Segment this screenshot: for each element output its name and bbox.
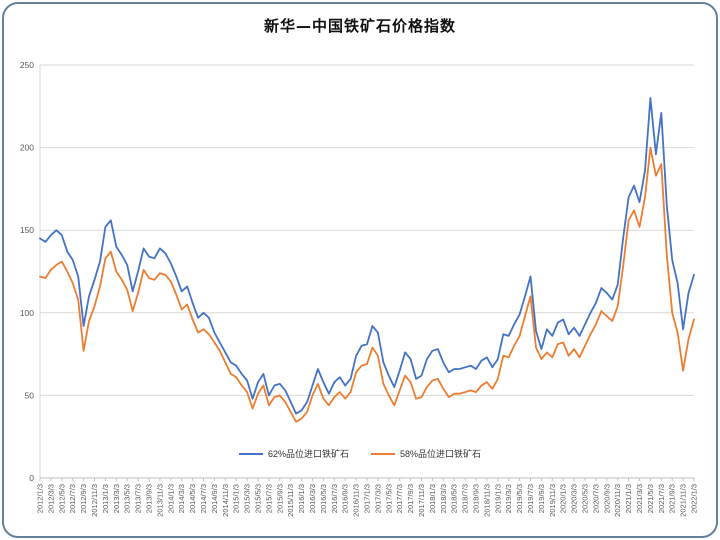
legend-label-58: 58%品位进口铁矿石: [400, 449, 482, 459]
x-tick-label: 2022/1/3: [690, 484, 699, 513]
x-tick-label: 2015/11/3: [286, 484, 295, 517]
legend-item-58-grade: 58%品位进口铁矿石: [371, 447, 481, 460]
x-tick-label: 2017/1/3: [363, 484, 372, 513]
y-tick-label: 50: [25, 390, 35, 400]
y-tick-label: 150: [20, 225, 34, 235]
x-tick-label: 2015/5/3: [254, 484, 263, 513]
x-tick-label: 2014/7/3: [199, 484, 208, 513]
x-tick-label: 2016/3/3: [308, 484, 317, 513]
x-tick-label: 2012/1/3: [36, 484, 45, 513]
x-tick-label: 2015/9/3: [275, 484, 284, 513]
x-tick-label: 2020/5/3: [581, 484, 590, 513]
x-tick-label: 2021/3/3: [635, 484, 644, 513]
x-tick-label: 2016/9/3: [341, 484, 350, 513]
x-tick-label: 2016/1/3: [297, 484, 306, 513]
x-tick-label: 2020/1/3: [559, 484, 568, 513]
x-tick-label: 2014/5/3: [188, 484, 197, 513]
y-tick-label: 250: [20, 60, 34, 70]
x-tick-label: 2017/5/3: [384, 484, 393, 513]
x-tick-label: 2021/11/3: [679, 484, 688, 517]
legend-line-swatch-62: [238, 452, 263, 455]
x-tick-label: 2016/5/3: [319, 484, 328, 513]
chart-legend: 62%品位进口铁矿石 58%品位进口铁矿石: [4, 447, 716, 460]
x-tick-label: 2018/5/3: [450, 484, 459, 513]
y-tick-label: 200: [20, 143, 34, 153]
x-tick-label: 2018/1/3: [428, 484, 437, 513]
x-tick-label: 2020/11/3: [613, 484, 622, 517]
x-tick-label: 2013/5/3: [123, 484, 132, 513]
x-tick-label: 2021/5/3: [646, 484, 655, 513]
x-tick-label: 2015/1/3: [232, 484, 241, 513]
x-tick-label: 2012/3/3: [46, 484, 55, 513]
legend-line-swatch-58: [371, 452, 395, 455]
x-tick-label: 2021/7/3: [657, 484, 666, 513]
x-tick-label: 2015/7/3: [264, 484, 273, 513]
series-line-62-grade: [39, 97, 695, 415]
x-tick-label: 2013/11/3: [155, 484, 164, 517]
x-tick-label: 2013/9/3: [145, 484, 154, 513]
x-tick-label: 2017/9/3: [406, 484, 415, 513]
x-tick-label: 2019/11/3: [548, 484, 557, 517]
x-tick-label: 2016/7/3: [330, 484, 339, 513]
x-tick-label: 2017/3/3: [373, 484, 382, 513]
x-tick-label: 2020/7/3: [591, 484, 600, 513]
x-tick-label: 2019/3/3: [504, 484, 513, 513]
x-tick-label: 2014/9/3: [210, 484, 219, 513]
legend-label-62: 62%品位进口铁矿石: [267, 449, 349, 459]
x-tick-label: 2014/11/3: [221, 484, 230, 517]
x-tick-label: 2020/9/3: [602, 484, 611, 513]
x-tick-label: 2012/7/3: [68, 484, 77, 513]
legend-item-62-grade: 62%品位进口铁矿石: [238, 447, 349, 460]
series-line-58-grade: [39, 146, 695, 423]
y-tick-label: 100: [20, 308, 34, 318]
chart-title: 新华—中国铁矿石价格指数: [263, 17, 456, 35]
x-tick-label: 2015/3/3: [243, 484, 252, 513]
x-tick-label: 2013/7/3: [134, 484, 143, 513]
x-tick-label: 2019/7/3: [526, 484, 535, 513]
x-tick-label: 2019/5/3: [515, 484, 524, 513]
x-tick-label: 2016/11/3: [352, 484, 361, 517]
x-tick-label: 2021/9/3: [668, 484, 677, 513]
x-tick-label: 2017/11/3: [417, 484, 426, 517]
x-tick-label: 2018/7/3: [461, 484, 470, 513]
x-tick-label: 2012/11/3: [90, 484, 99, 517]
x-tick-label: 2013/1/3: [101, 484, 110, 513]
x-tick-label: 2018/3/3: [439, 484, 448, 513]
x-tick-label: 2019/9/3: [537, 484, 546, 513]
x-tick-label: 2012/5/3: [57, 484, 66, 513]
x-tick-label: 2014/1/3: [166, 484, 175, 513]
y-tick-label: 0: [29, 473, 34, 483]
x-tick-label: 2020/3/3: [570, 484, 579, 513]
x-tick-label: 2019/1/3: [493, 484, 502, 513]
x-tick-label: 2018/9/3: [472, 484, 481, 513]
x-tick-label: 2013/3/3: [112, 484, 121, 513]
x-tick-label: 2014/3/3: [177, 484, 186, 513]
x-tick-label: 2021/1/3: [624, 484, 633, 513]
x-tick-label: 2018/11/3: [482, 484, 491, 517]
x-tick-label: 2012/9/3: [79, 484, 88, 513]
x-tick-label: 2017/7/3: [395, 484, 404, 513]
